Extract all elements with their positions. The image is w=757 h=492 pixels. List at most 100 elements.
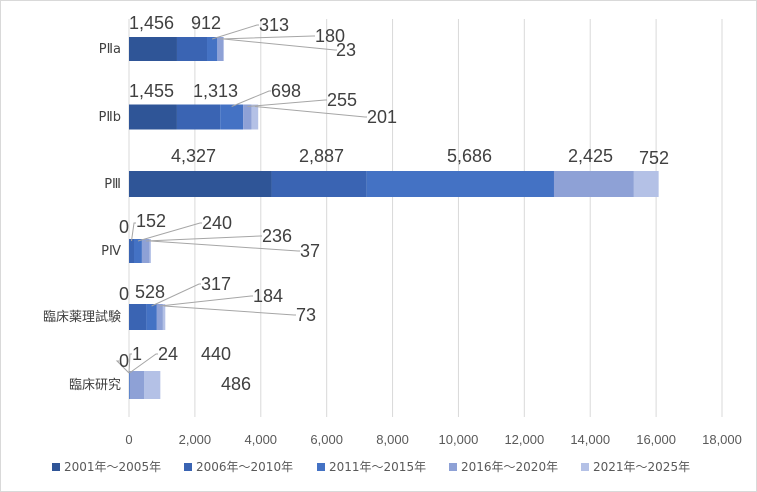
data-label: 486 [221, 374, 251, 394]
leader-line [159, 295, 253, 307]
leader-line [129, 353, 158, 374]
leader-line [137, 222, 202, 242]
legend-swatch [581, 463, 589, 471]
data-label: 201 [367, 107, 397, 127]
bar-segment [146, 304, 157, 330]
x-tick-label: 18,000 [702, 432, 742, 447]
leader-line [145, 235, 262, 242]
bar-segment [243, 104, 252, 130]
bar-segment [129, 171, 272, 197]
legend-label: 2011年～2015年 [329, 460, 426, 474]
data-label: 317 [201, 274, 231, 294]
data-label: 698 [271, 81, 301, 101]
data-label: 5,686 [447, 146, 492, 166]
data-label: 236 [262, 226, 292, 246]
bar-segment [176, 37, 208, 61]
data-label: 0 [119, 351, 129, 371]
leader-line [247, 99, 327, 107]
bar-segment [129, 371, 130, 399]
legend-label: 2021年～2025年 [593, 460, 690, 474]
bar-segment [366, 171, 554, 197]
leader-line [150, 240, 300, 252]
leader-line [231, 90, 271, 107]
category-label: PⅣ [101, 244, 121, 259]
x-tick-label: 16,000 [636, 432, 676, 447]
data-label: 23 [336, 40, 356, 60]
data-label: 2,425 [568, 146, 613, 166]
x-tick-label: 0 [125, 432, 132, 447]
legend-swatch [52, 463, 60, 471]
bar-segment [162, 304, 166, 330]
x-tick-label: 12,000 [504, 432, 544, 447]
leader-line [220, 35, 315, 40]
bar-segment [156, 304, 163, 330]
bar-segment [251, 104, 259, 130]
leader-line [164, 305, 296, 316]
bar-segment [129, 304, 147, 330]
bar-segment [129, 37, 177, 61]
leader-line [115, 360, 130, 374]
bar-segment [134, 239, 142, 263]
x-tick-label: 2,000 [179, 432, 212, 447]
data-label: 0 [119, 217, 129, 237]
leader-line [212, 24, 259, 40]
bar-segment [271, 171, 367, 197]
category-label: PⅡa [99, 42, 121, 57]
bar-segment [149, 239, 151, 263]
data-label: 912 [191, 13, 221, 33]
data-label: 528 [135, 282, 165, 302]
data-label: 184 [253, 286, 283, 306]
bar-segment [223, 37, 225, 61]
leader-line [131, 222, 136, 242]
data-label: 1 [132, 344, 142, 364]
bar-segment [129, 371, 145, 399]
data-label: 1,455 [129, 81, 174, 101]
data-label: 1,313 [193, 81, 238, 101]
leader-line [128, 353, 132, 374]
x-tick-label: 14,000 [570, 432, 610, 447]
bar-segment [633, 171, 659, 197]
data-label: 24 [158, 344, 178, 364]
category-label: PⅢ [104, 177, 121, 192]
bar-segment [129, 239, 135, 263]
data-label: 37 [300, 241, 320, 261]
data-label: 180 [315, 26, 345, 46]
bar-segment [217, 37, 224, 61]
bar-segment [144, 371, 161, 399]
leader-line [223, 38, 337, 51]
data-label: 1,456 [129, 13, 174, 33]
leader-line [151, 283, 201, 307]
bar-segment [176, 104, 221, 130]
bar-segment [220, 104, 244, 130]
legend-swatch [184, 463, 192, 471]
data-label: 152 [136, 211, 166, 231]
category-label: 臨床薬理試験 [43, 309, 121, 325]
legend-swatch [317, 463, 325, 471]
bar-segment [553, 171, 634, 197]
x-tick-label: 4,000 [245, 432, 278, 447]
legend-label: 2001年～2005年 [64, 460, 161, 474]
bar-segment [207, 37, 218, 61]
legend-label: 2016年～2020年 [461, 460, 558, 474]
data-label: 313 [259, 15, 289, 35]
data-label: 0 [119, 284, 129, 304]
category-label: 臨床研究 [69, 378, 121, 393]
data-label: 440 [201, 344, 231, 364]
data-label: 240 [202, 213, 232, 233]
x-tick-label: 6,000 [310, 432, 343, 447]
legend-label: 2006年～2010年 [196, 460, 293, 474]
data-label: 255 [327, 90, 357, 110]
bar-segment [141, 239, 150, 263]
x-tick-label: 8,000 [376, 432, 409, 447]
legend-swatch [449, 463, 457, 471]
leader-line [254, 106, 367, 118]
bar-segment [129, 104, 177, 130]
data-label: 752 [639, 148, 669, 168]
x-tick-label: 10,000 [439, 432, 479, 447]
category-label: PⅡb [99, 110, 122, 125]
data-label: 2,887 [299, 146, 344, 166]
data-label: 4,327 [171, 146, 216, 166]
data-label: 73 [296, 305, 316, 325]
